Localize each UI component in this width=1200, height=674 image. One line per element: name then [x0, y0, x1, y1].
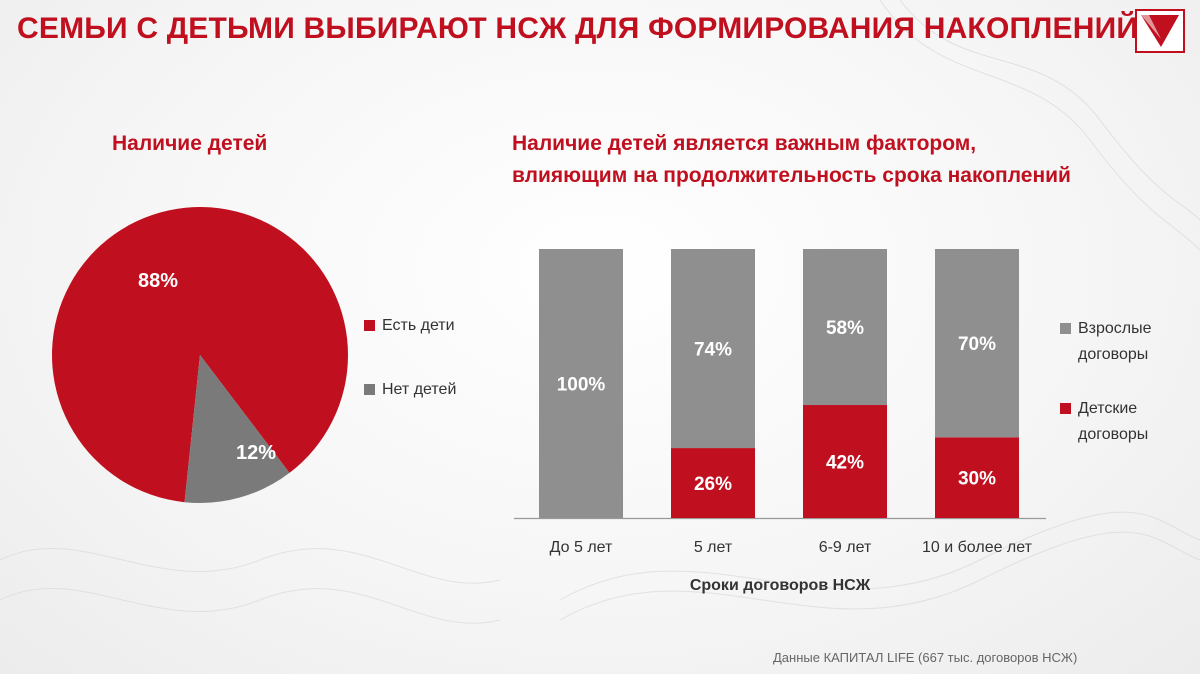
- bar-label-children-2: 42%: [826, 453, 864, 474]
- bar-segment-adult-1: [671, 249, 755, 449]
- bar-segment-adult-0: [539, 249, 623, 518]
- data-source-note: Данные КАПИТАЛ LIFE (667 тыс. договоров …: [773, 650, 1078, 665]
- bar-label-adult-3: 70%: [958, 334, 996, 355]
- bar-chart-title-line-1: Наличие детей является важным фактором,: [512, 132, 977, 155]
- x-tick-label-3: 10 и более лет: [922, 539, 1033, 556]
- bar-segment-children-3: [935, 437, 1019, 518]
- pie-slice-label-has-children: 88%: [138, 270, 178, 292]
- pie-legend-item-has-children: Есть дети: [364, 313, 455, 339]
- pie-legend-label-has-children: Есть дети: [382, 317, 455, 334]
- bar-legend-swatch-adult: [1060, 323, 1071, 334]
- pie-slice-no-children: [184, 355, 290, 504]
- stacked-bar-chart: 100% До 5 лет 26% 74% 5 лет 42% 58% 6-9 лет 30% 7…: [514, 249, 1046, 594]
- bar-legend-label-adult-line-1: Взрослые: [1078, 320, 1152, 337]
- pie-legend-item-no-children: Нет детей: [364, 377, 456, 403]
- pie-chart: 88% 12%: [52, 207, 349, 504]
- bar-legend-label-children-line-1: Детские: [1078, 400, 1138, 417]
- bar-label-children-1: 26%: [694, 474, 732, 495]
- x-tick-label-2: 6-9 лет: [819, 539, 872, 556]
- bar-chart-title: Наличие детей является важным фактором, …: [512, 128, 1192, 192]
- bar-legend-label-children-line-2: договоры: [1078, 426, 1149, 443]
- pie-legend-swatch-no-children: [364, 384, 375, 395]
- bar-legend-label-adult-line-2: договоры: [1078, 346, 1149, 363]
- bar-segment-children-1: [671, 448, 755, 518]
- bar-label-adult-1: 74%: [694, 340, 732, 361]
- bar-segment-adult-2: [803, 249, 887, 406]
- bar-label-adult-2: 58%: [826, 318, 864, 339]
- pie-legend-label-no-children: Нет детей: [382, 381, 457, 398]
- x-tick-label-1: 5 лет: [694, 539, 733, 556]
- bar-chart-title-line-2: влияющим на продолжительность срока нако…: [512, 164, 1071, 187]
- bar-segment-adult-3: [935, 249, 1019, 438]
- bar-label-children-3: 30%: [958, 469, 996, 490]
- pie-legend-swatch-has-children: [364, 320, 375, 331]
- bar-legend-item-adult: Взрослые договоры: [1060, 316, 1152, 368]
- pie-slice-has-children: [52, 207, 349, 503]
- slide-title: СЕМЬИ С ДЕТЬМИ ВЫБИРАЮТ НСЖ ДЛЯ ФОРМИРОВ…: [17, 12, 1139, 45]
- x-axis-title: Сроки договоров НСЖ: [690, 577, 871, 594]
- x-tick-label-0: До 5 лет: [550, 539, 613, 556]
- bar-legend-swatch-children: [1060, 403, 1071, 414]
- bar-legend-item-children: Детские договоры: [1060, 396, 1148, 448]
- bar-label-adult-0: 100%: [557, 375, 606, 396]
- pie-slice-label-no-children: 12%: [236, 442, 276, 464]
- checkmark-logo-icon: [1135, 9, 1185, 53]
- bar-segment-children-2: [803, 405, 887, 518]
- pie-chart-title: Наличие детей: [112, 132, 268, 155]
